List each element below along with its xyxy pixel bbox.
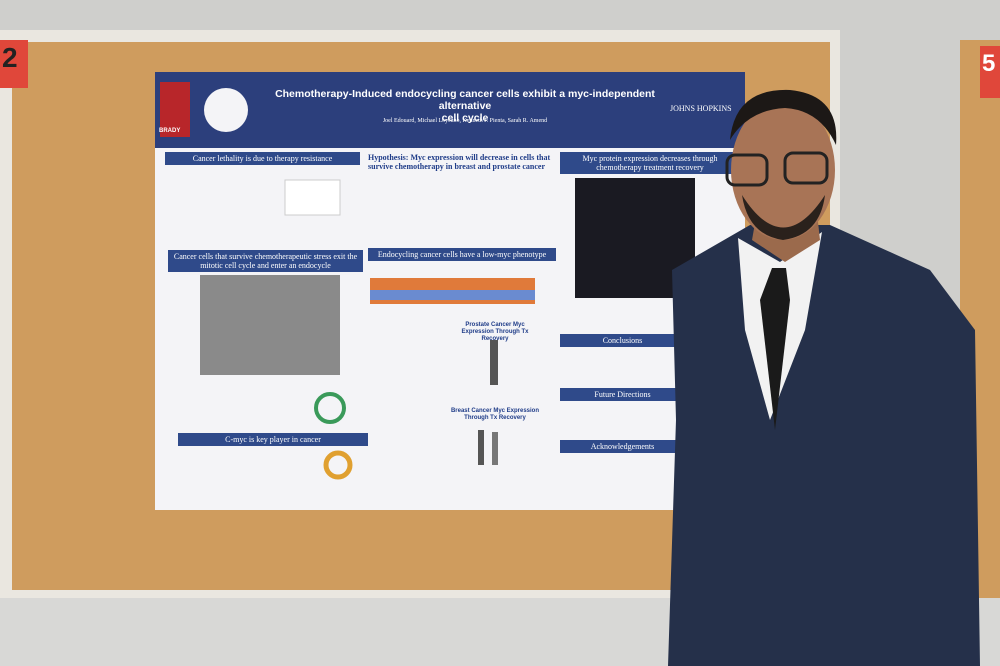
title-line: Chemotherapy-Induced endocycling cancer … xyxy=(275,88,655,113)
section-heading: Conclusions xyxy=(560,334,685,348)
glasses xyxy=(725,153,769,187)
heatmap-band xyxy=(370,290,535,300)
section-heading: Endocycling cancer cells have a low-myc … xyxy=(368,248,556,262)
logo-text: JOHNS HOPKINS xyxy=(670,104,732,113)
section-heading: Cancer lethality is due to therapy resis… xyxy=(165,152,360,166)
plot-title: Breast Cancer Myc Expression Through Tx … xyxy=(450,408,540,421)
logo-text: BRADY xyxy=(159,128,181,134)
section-heading: Acknowledgements xyxy=(560,440,685,454)
diagram-cycle xyxy=(314,392,346,424)
poster-header xyxy=(155,72,745,148)
figure-bar xyxy=(492,432,498,465)
figure-bar xyxy=(490,340,498,385)
board-number: 2 xyxy=(2,42,18,73)
section-heading: Cancer cells that survive chemotherapeut… xyxy=(168,250,363,273)
section-heading: Myc protein expression decreases through… xyxy=(560,152,740,175)
section-heading: Future Directions xyxy=(560,388,685,402)
hypothesis: Hypothesis: Myc expression will decrease… xyxy=(368,153,551,172)
logo-brady xyxy=(160,82,190,137)
poster-title: Chemotherapy-Induced endocycling cancer … xyxy=(250,88,680,124)
logo-circle xyxy=(204,88,248,132)
title-line: cell cycle xyxy=(441,112,489,125)
face xyxy=(731,100,835,240)
glasses xyxy=(783,151,829,185)
board-number: 5 xyxy=(982,50,996,77)
micrograph xyxy=(200,275,340,375)
figure-bar xyxy=(478,430,484,465)
tie xyxy=(760,268,790,430)
plot-title: Prostate Cancer Myc Expression Through T… xyxy=(461,322,529,342)
hair xyxy=(730,89,837,145)
number-tag xyxy=(0,40,28,88)
figure xyxy=(284,179,341,216)
section-heading: C-myc is key player in cancer xyxy=(178,433,368,447)
beard xyxy=(742,195,825,240)
poster-authors: Joel Edouard, Michael Loycano, Kenneth J… xyxy=(382,118,548,124)
diagram-cycle xyxy=(323,450,353,480)
number-tag xyxy=(980,46,1000,98)
suit xyxy=(668,225,980,666)
